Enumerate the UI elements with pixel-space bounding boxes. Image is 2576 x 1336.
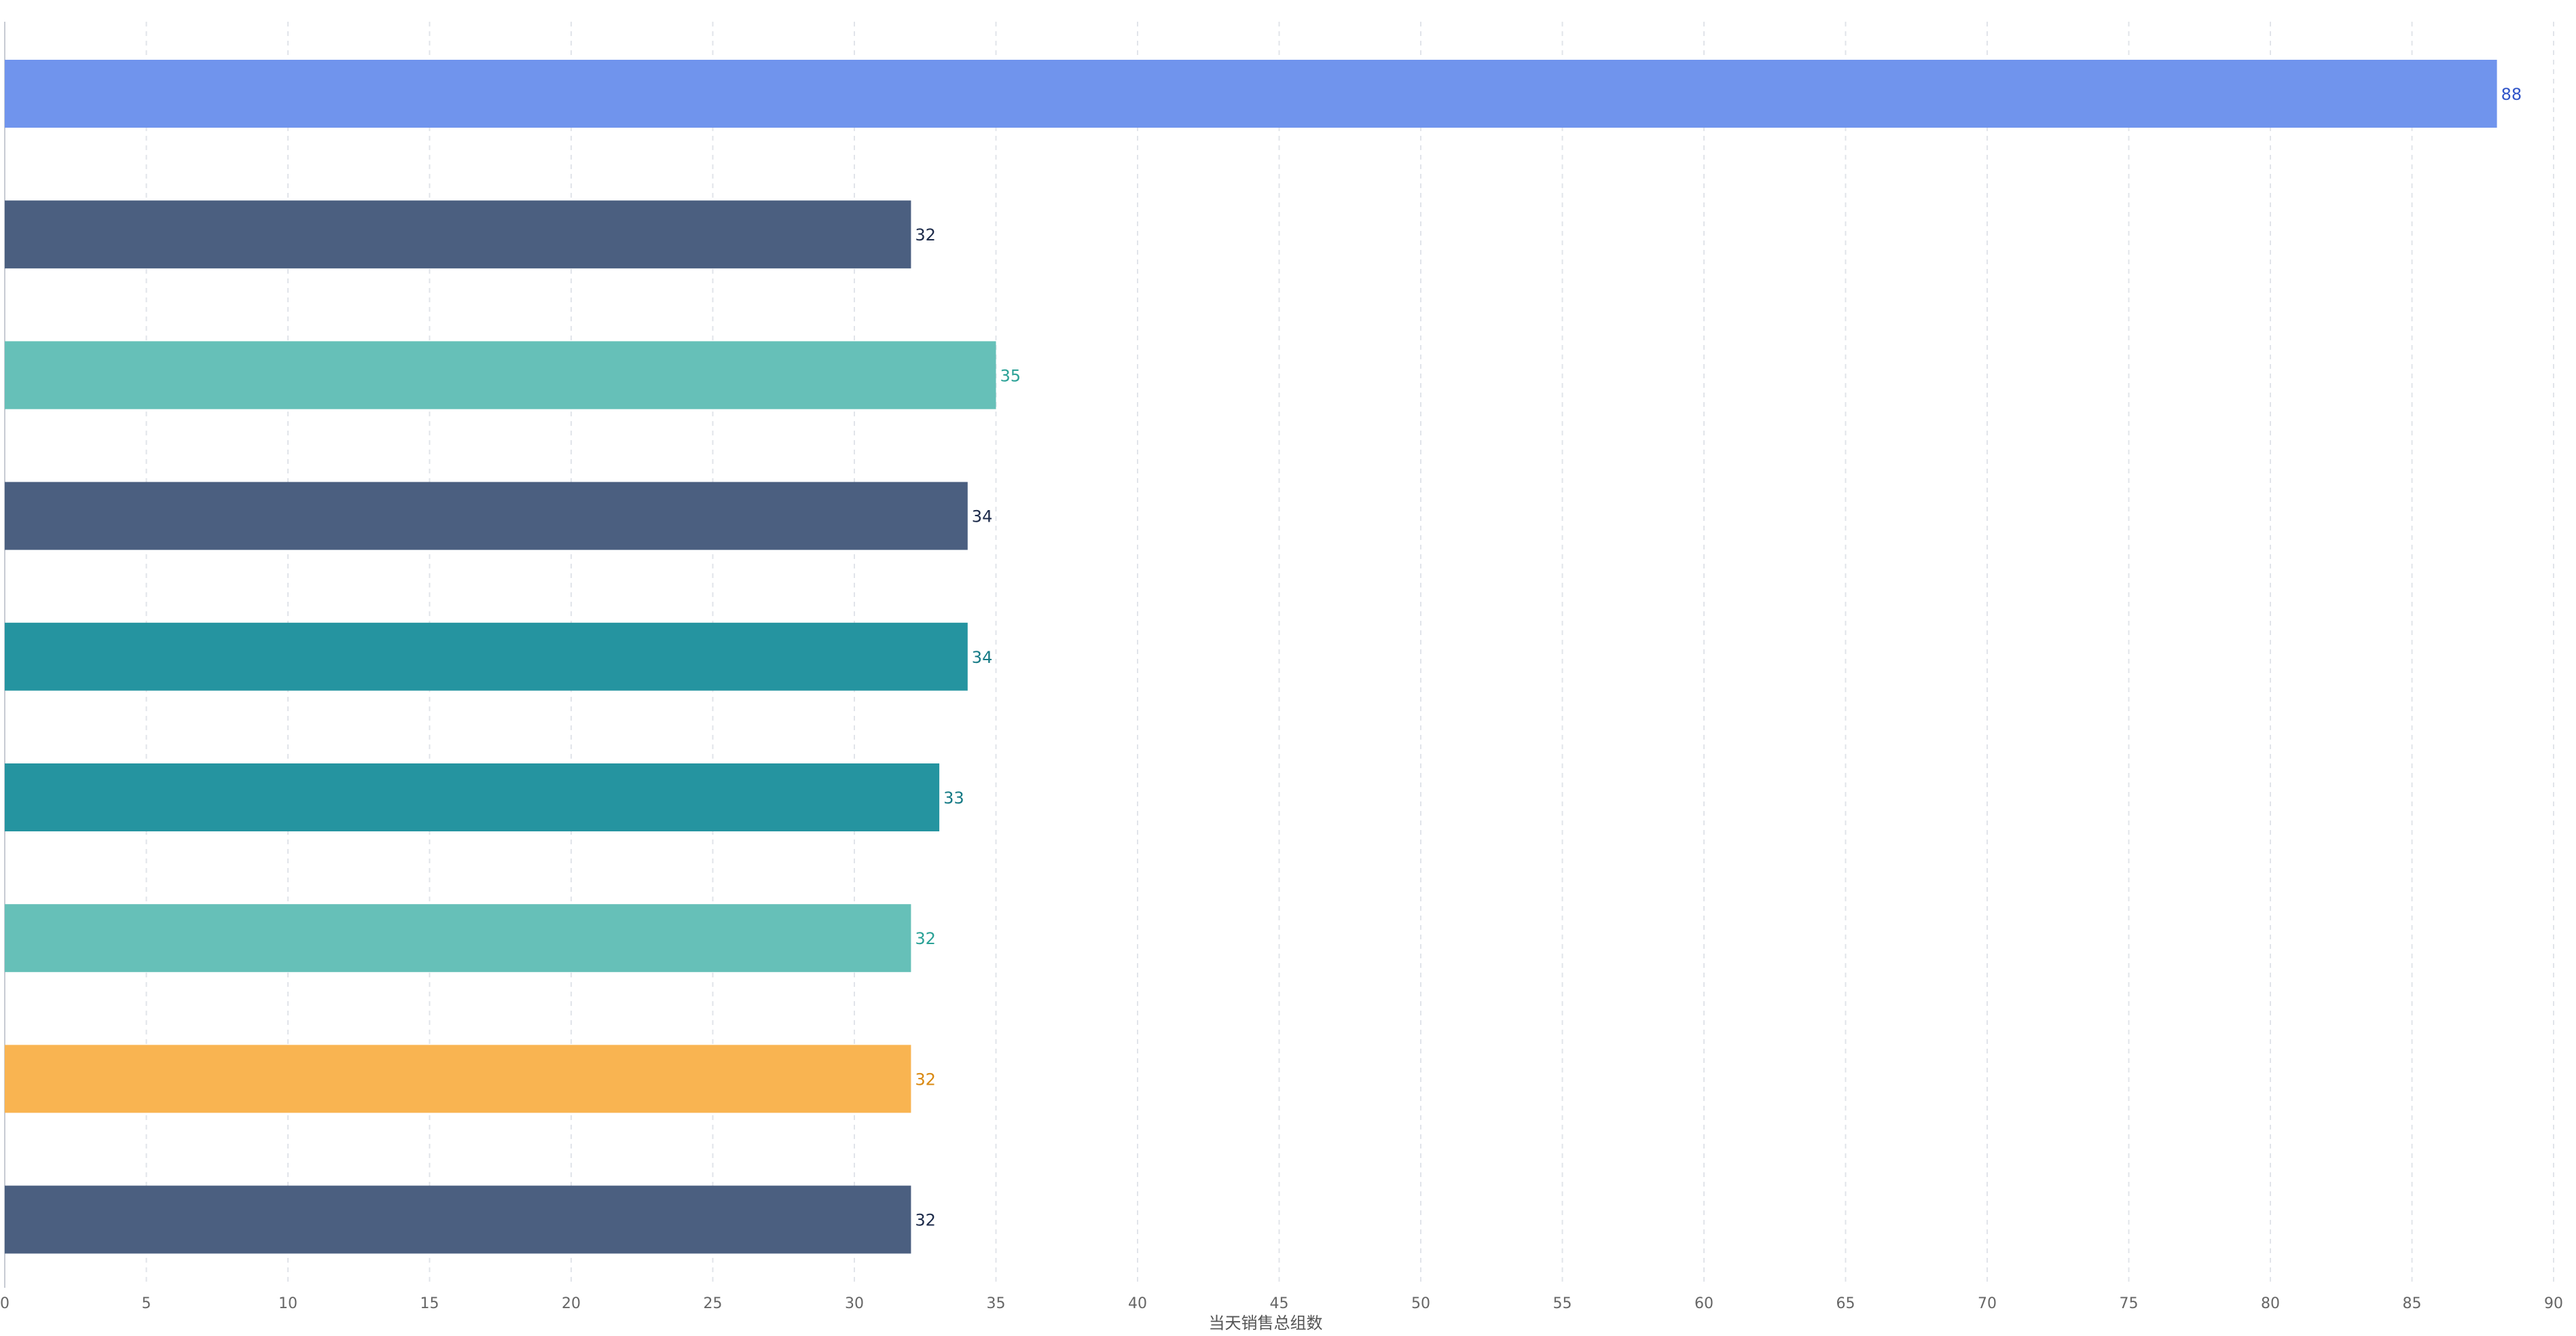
x-tick-label: 25 (704, 1295, 723, 1312)
bar (5, 904, 911, 973)
bar (5, 200, 911, 269)
bar-value-label: 32 (915, 1211, 936, 1230)
x-tick-label: 50 (1411, 1295, 1430, 1312)
x-tick-label: 80 (2261, 1295, 2280, 1312)
x-tick-label: 35 (987, 1295, 1006, 1312)
x-tick-label: 5 (142, 1295, 151, 1312)
x-tick-label: 40 (1128, 1295, 1147, 1312)
x-axis-title: 当天销售总组数 (1209, 1314, 1323, 1333)
bar-value-label: 33 (943, 789, 964, 808)
bar-value-label: 32 (915, 225, 936, 245)
x-tick-label: 75 (2120, 1295, 2139, 1312)
bar (5, 1045, 911, 1113)
x-tick-label: 15 (420, 1295, 439, 1312)
bar-value-label: 35 (1000, 366, 1021, 385)
x-tick-labels: 0 5 10 15 20 25 30 35 40 45 50 55 60 65 70 75 80 85 90 (0, 1295, 2563, 1312)
bar (5, 482, 968, 550)
bar (5, 622, 968, 691)
bar-value-label: 32 (915, 1070, 936, 1089)
x-tick-label: 85 (2403, 1295, 2422, 1312)
bar-value-label: 34 (972, 648, 993, 667)
bar (5, 763, 940, 831)
x-tick-label: 30 (845, 1295, 864, 1312)
bars (5, 60, 2497, 1254)
x-tick-label: 10 (278, 1295, 297, 1312)
x-tick-label: 0 (0, 1295, 10, 1312)
x-tick-label: 45 (1270, 1295, 1289, 1312)
bar (5, 60, 2497, 128)
bar (5, 1185, 911, 1254)
bar (5, 341, 996, 410)
x-tick-label: 90 (2544, 1295, 2563, 1312)
bar-value-label: 88 (2501, 85, 2522, 104)
x-tick-label: 60 (1694, 1295, 1713, 1312)
x-tick-label: 65 (1836, 1295, 1855, 1312)
bar-value-label: 32 (915, 929, 936, 948)
x-tick-label: 20 (562, 1295, 581, 1312)
data-labels: 88 32 35 34 34 33 32 32 32 (915, 85, 2522, 1230)
x-tick-label: 55 (1553, 1295, 1572, 1312)
bar-value-label: 34 (972, 507, 993, 526)
x-tick-label: 70 (1978, 1295, 1997, 1312)
